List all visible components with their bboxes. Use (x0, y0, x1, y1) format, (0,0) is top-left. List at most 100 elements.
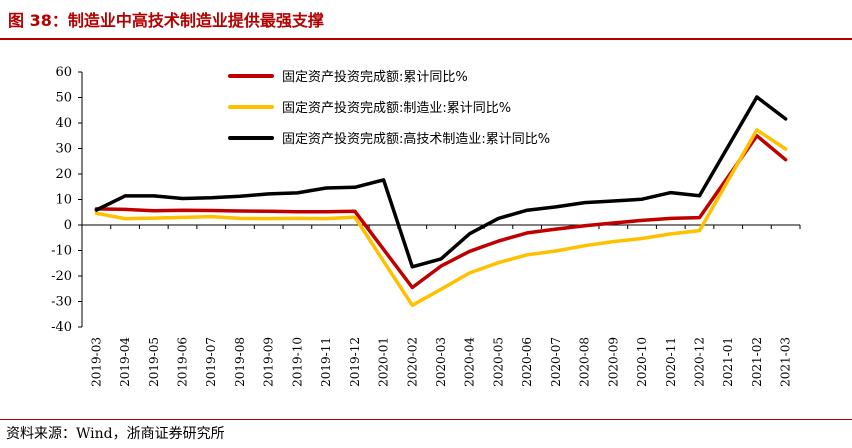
data-point (411, 265, 414, 268)
data-point (267, 217, 270, 220)
data-point (210, 215, 213, 218)
title-divider (0, 38, 852, 40)
x-tick-label: 2020-05 (491, 337, 505, 387)
data-point (784, 158, 787, 161)
x-tick-label: 2020-12 (692, 337, 706, 387)
footer-divider (0, 419, 852, 420)
x-tick-label: 2019-04 (118, 337, 132, 387)
data-point (497, 239, 500, 243)
data-point (123, 194, 127, 198)
figure-title: 图 38：制造业中高技术制造业提供最强支撑 (8, 11, 324, 30)
x-tick-label: 2019-12 (348, 337, 362, 387)
x-tick-label: 2020-06 (520, 337, 534, 387)
x-tick-label: 2020-04 (463, 337, 477, 387)
data-point (669, 232, 672, 236)
data-point (324, 186, 328, 190)
data-point (612, 199, 615, 203)
data-point (267, 192, 270, 196)
data-point (755, 128, 759, 132)
data-point (296, 191, 299, 195)
x-tick-label: 2019-09 (262, 337, 276, 387)
data-point (468, 250, 471, 253)
y-tick-label: 10 (55, 193, 72, 208)
data-point (324, 217, 328, 220)
data-point (583, 201, 586, 204)
data-point (640, 219, 644, 222)
data-point (411, 286, 414, 289)
y-tick-label: 20 (55, 167, 72, 182)
data-point (411, 304, 414, 307)
series-line-3 (94, 95, 788, 269)
data-point (238, 209, 242, 213)
legend-label: 固定资产投资完成额:累计同比% (282, 69, 468, 85)
data-point (583, 224, 586, 227)
data-point (640, 198, 644, 201)
data-point (382, 178, 385, 182)
data-point (526, 253, 529, 256)
data-point (468, 232, 471, 235)
x-tick-label: 2020-11 (664, 337, 678, 387)
data-point (497, 261, 500, 264)
data-point (554, 249, 558, 253)
series-line-1 (94, 134, 788, 290)
data-point (181, 197, 184, 200)
data-point (238, 195, 242, 198)
y-tick-label: -30 (51, 295, 72, 310)
data-point (267, 210, 270, 213)
data-point (210, 209, 213, 212)
y-tick-label: -40 (51, 320, 72, 335)
data-point (698, 194, 701, 197)
data-point (181, 209, 184, 212)
x-tick-label: 2020-03 (434, 337, 448, 387)
x-tick-label: 2020-10 (635, 337, 649, 387)
x-tick-label: 2021-03 (779, 337, 793, 387)
data-point (324, 210, 328, 213)
data-point (296, 217, 299, 220)
x-tick-label: 2020-08 (578, 337, 592, 387)
data-point (152, 209, 155, 212)
data-point (583, 244, 586, 247)
data-point (95, 212, 98, 215)
data-point (784, 117, 787, 121)
legend-label: 固定资产投资完成额:制造业:累计同比% (282, 100, 511, 116)
legend-label: 固定资产投资完成额:高技术制造业:累计同比% (282, 131, 550, 147)
line-chart: -40 -30 -20 -10 0 10 20 30 40 50 60 2019-03 2019-04 2… (51, 65, 801, 387)
data-point (296, 210, 299, 213)
data-point (123, 217, 127, 220)
data-point (152, 194, 155, 198)
x-tick-label: 2020-09 (606, 337, 620, 387)
data-point (439, 264, 443, 268)
x-tick-label: 2020-01 (377, 337, 391, 387)
data-point (353, 215, 356, 219)
data-point (353, 210, 356, 213)
data-point (784, 147, 787, 151)
x-tick-label: 2019-03 (89, 337, 103, 387)
x-tick-label: 2019-06 (176, 337, 190, 387)
data-point (439, 288, 443, 291)
x-tick-label: 2019-08 (233, 337, 247, 387)
data-point (468, 271, 471, 275)
y-tick-label: 60 (55, 65, 72, 80)
chart-axes: -40 -30 -20 -10 0 10 20 30 40 50 60 2019-03 2019-04 2… (51, 65, 801, 387)
data-point (497, 217, 500, 220)
data-point (526, 209, 529, 212)
y-tick-label: 30 (55, 142, 72, 157)
chart-series (94, 95, 788, 308)
x-tick-label: 2020-07 (549, 337, 563, 387)
data-point (238, 217, 242, 220)
data-point (181, 216, 184, 219)
data-point (755, 95, 759, 99)
data-point (669, 217, 672, 220)
data-point (526, 231, 529, 235)
y-tick-label: -20 (51, 269, 72, 284)
data-point (698, 216, 701, 219)
x-tick-label: 2021-02 (750, 337, 764, 387)
data-point (152, 216, 155, 220)
y-tick-label: 50 (55, 91, 72, 106)
data-point (210, 196, 213, 199)
source-note: 资料来源：Wind，浙商证券研究所 (6, 426, 225, 442)
x-tick-label: 2019-05 (147, 337, 161, 387)
x-tick-label: 2019-07 (204, 337, 218, 387)
x-tick-label: 2019-10 (290, 337, 304, 387)
data-point (612, 240, 615, 243)
